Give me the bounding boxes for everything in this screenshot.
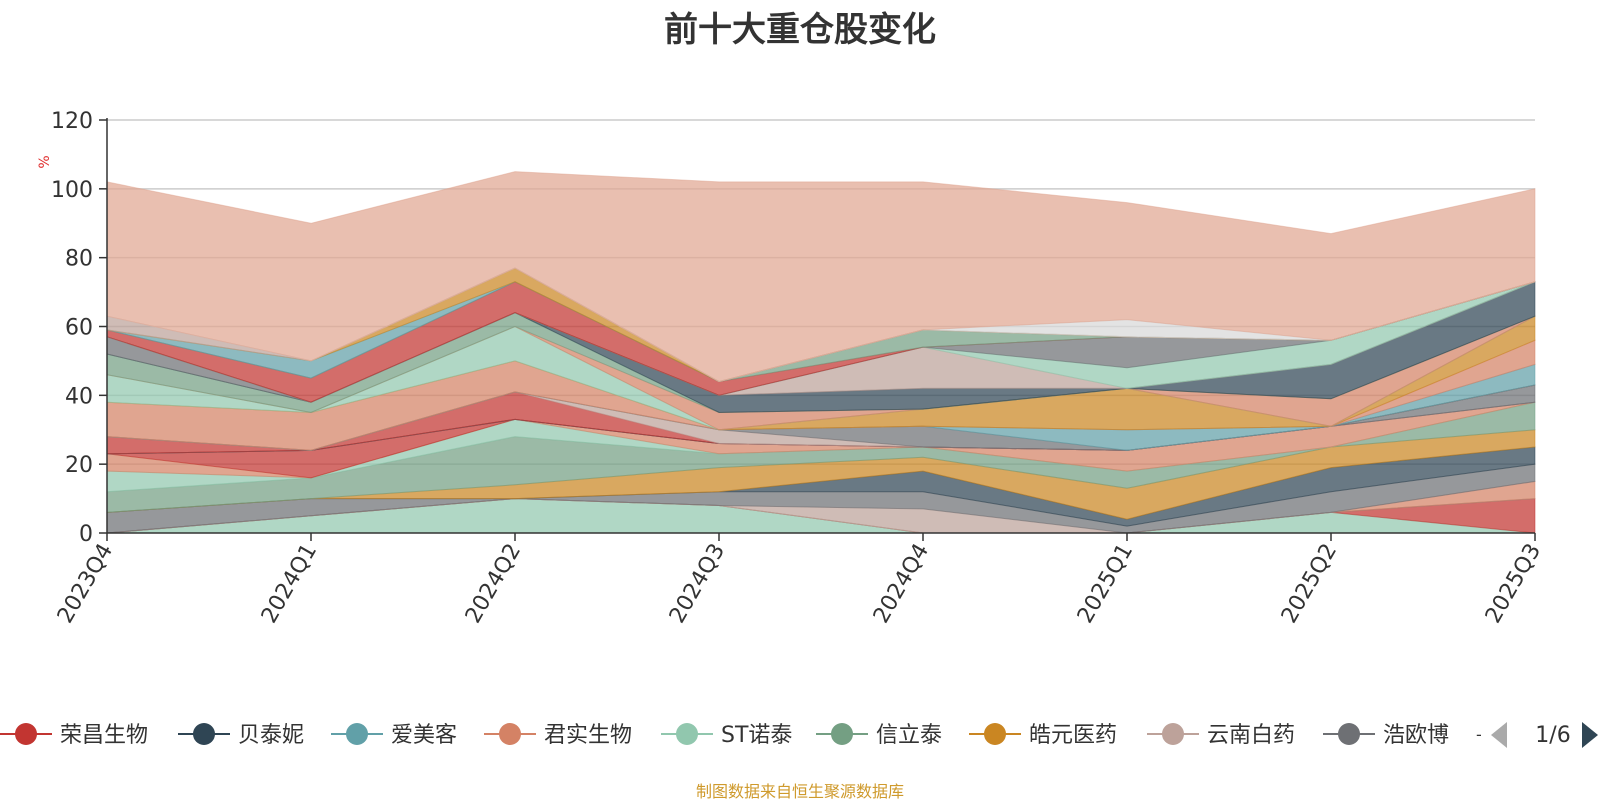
- legend-item-6[interactable]: 皓元医药: [969, 723, 1117, 748]
- legend-marker: [676, 723, 698, 745]
- area-series: [106, 171, 1536, 534]
- legend-marker: [15, 723, 37, 745]
- legend-item-4[interactable]: ST诺泰: [661, 723, 792, 748]
- legend-label: 贝泰妮: [238, 723, 304, 748]
- x-tick-label-2024Q3: 2024Q3: [665, 540, 730, 628]
- x-tick-label-2023Q4: 2023Q4: [53, 540, 118, 628]
- legend-marker: [346, 723, 368, 745]
- legend-item-3[interactable]: 君实生物: [484, 723, 632, 748]
- legend-label: 信立泰: [876, 723, 942, 748]
- chart-title: 前十大重仓股变化: [664, 10, 936, 50]
- legend-label: 浩欧博: [1383, 723, 1449, 748]
- area-series-35: [106, 171, 1536, 383]
- y-tick-label-120: 120: [51, 109, 93, 134]
- legend-label: 君实生物: [544, 723, 632, 748]
- x-tick-label-2024Q2: 2024Q2: [461, 540, 526, 628]
- legend-page-indicator: 1/6: [1535, 723, 1570, 748]
- legend-label: 爱美客: [391, 723, 457, 748]
- source-note: 制图数据来自恒生聚源数据库: [695, 782, 904, 801]
- legend-label: 云南白药: [1207, 723, 1295, 748]
- y-tick-label-20: 20: [65, 453, 93, 478]
- legend-item-0[interactable]: 荣昌生物: [0, 723, 148, 748]
- legend-item-8[interactable]: 浩欧博: [1323, 723, 1449, 748]
- x-tick-label-2024Q4: 2024Q4: [869, 540, 934, 628]
- legend-marker: [499, 723, 521, 745]
- legend-item-5[interactable]: 信立泰: [816, 723, 942, 748]
- legend-label: 皓元医药: [1029, 723, 1117, 748]
- legend-marker: [193, 723, 215, 745]
- x-tick-label-2025Q1: 2025Q1: [1073, 540, 1138, 628]
- x-tick-label-2024Q1: 2024Q1: [257, 540, 322, 628]
- legend-ellipsis: -: [1476, 725, 1482, 744]
- y-tick-label-100: 100: [51, 178, 93, 203]
- legend-marker: [984, 723, 1006, 745]
- y-tick-label-40: 40: [65, 384, 93, 409]
- legend-item-1[interactable]: 贝泰妮: [178, 723, 304, 748]
- legend-item-2[interactable]: 爱美客: [331, 723, 457, 748]
- y-tick-label-60: 60: [65, 316, 93, 341]
- y-tick-label-0: 0: [79, 522, 93, 547]
- y-axis-label: %: [37, 155, 53, 168]
- legend-label: 荣昌生物: [60, 723, 148, 748]
- legend-label: ST诺泰: [721, 723, 792, 748]
- legend: 荣昌生物 贝泰妮 爱美客 君实生物 ST诺泰 信立泰 皓元医药 云南白药 浩欧博 - 1/6: [0, 722, 1598, 748]
- triangle-left-icon[interactable]: [1491, 722, 1507, 748]
- legend-marker: [831, 723, 853, 745]
- triangle-right-icon[interactable]: [1582, 722, 1598, 748]
- legend-marker: [1162, 723, 1184, 745]
- x-tick-label-2025Q3: 2025Q3: [1481, 540, 1546, 628]
- legend-item-7[interactable]: 云南白药: [1147, 723, 1295, 748]
- x-tick-label-2025Q2: 2025Q2: [1277, 540, 1342, 628]
- y-tick-label-80: 80: [65, 247, 93, 272]
- legend-marker: [1338, 723, 1360, 745]
